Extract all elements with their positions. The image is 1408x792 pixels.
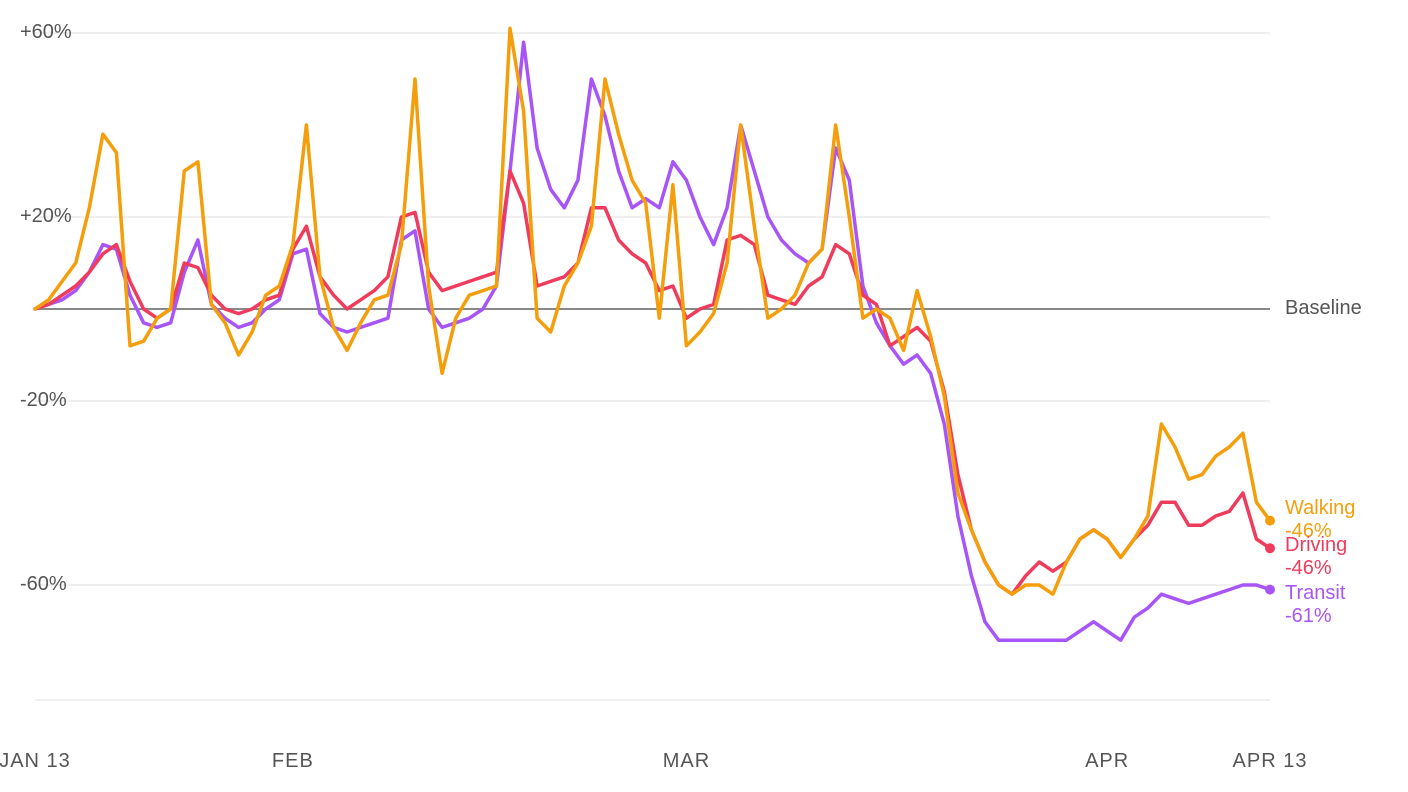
x-tick-label: APR 13 <box>1233 750 1308 773</box>
y-tick-label: -20% <box>20 389 67 412</box>
y-tick-label: +60% <box>20 21 72 44</box>
series-name: Walking <box>1285 497 1355 520</box>
y-tick-label: +20% <box>20 205 72 228</box>
baseline-label: Baseline <box>1285 297 1362 320</box>
chart-canvas <box>0 0 1408 792</box>
x-tick-label: MAR <box>663 750 710 773</box>
x-tick-label: JAN 13 <box>0 750 71 773</box>
series-label-transit: Transit-61% <box>1285 582 1345 628</box>
series-label-driving: Driving-46% <box>1285 534 1347 580</box>
y-tick-label: -60% <box>20 573 67 596</box>
series-value: -61% <box>1285 605 1345 628</box>
series-name: Driving <box>1285 534 1347 557</box>
series-name: Transit <box>1285 582 1345 605</box>
mobility-chart: +60% +20% -20% -60% JAN 13 FEB MAR APR APR 13 Bas… <box>0 0 1408 792</box>
series-value: -46% <box>1285 557 1347 580</box>
x-tick-label: FEB <box>272 750 314 773</box>
x-tick-label: APR <box>1085 750 1129 773</box>
